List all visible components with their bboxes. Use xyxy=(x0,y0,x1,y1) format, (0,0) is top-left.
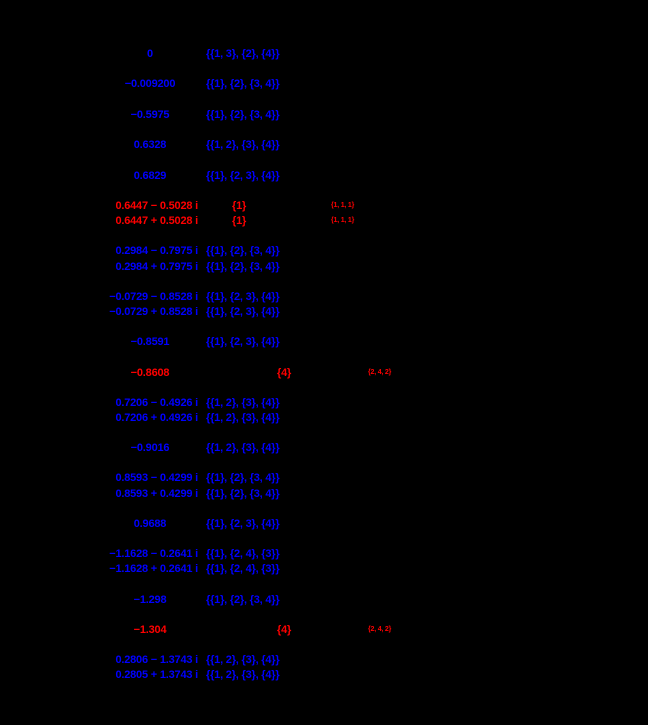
eigenvalue: −1.304 xyxy=(133,624,167,636)
eigenvalue: 0.7206 + 0.4926 i xyxy=(115,412,198,424)
partition: {{1, 2}, {3}, {4}} xyxy=(206,669,280,681)
partition: {1} xyxy=(232,215,247,227)
partition: {4} xyxy=(277,624,292,636)
partition: {{1}, {2, 3}, {4}} xyxy=(206,306,280,318)
partition: {{1}, {2}, {3, 4}} xyxy=(206,78,280,90)
eigenvalue: −0.8591 xyxy=(130,336,170,348)
partition: {{1, 2}, {3}, {4}} xyxy=(206,412,280,424)
eigenvalue: 0.2805 + 1.3743 i xyxy=(115,669,198,681)
eigenvalue: −1.298 xyxy=(133,594,167,606)
eigenvalue: −1.1628 − 0.2641 i xyxy=(109,548,198,560)
eigenvalue: 0.6829 xyxy=(133,170,167,182)
eigenvalue: 0.7206 − 0.4926 i xyxy=(115,397,198,409)
eigenvalue: −0.5975 xyxy=(130,109,170,121)
multiplicity-tag: {1, 1, 1} xyxy=(331,217,355,224)
partition: {{1}, {2, 4}, {3}} xyxy=(206,548,280,560)
eigenvalue: 0.6328 xyxy=(133,139,167,151)
eigenvalue: −1.1628 + 0.2641 i xyxy=(109,563,198,575)
partition: {{1}, {2, 4}, {3}} xyxy=(206,563,280,575)
eigenvalue: 0.9688 xyxy=(133,518,167,530)
partition: {{1, 2}, {3}, {4}} xyxy=(206,139,280,151)
eigenvalue: 0.2984 + 0.7975 i xyxy=(115,261,198,273)
eigenvalue: −0.9016 xyxy=(130,442,170,454)
multiplicity-tag: {2, 4, 2} xyxy=(368,626,392,633)
partition: {4} xyxy=(277,367,292,379)
multiplicity-tag: {1, 1, 1} xyxy=(331,202,355,209)
eigenvalue: −0.0729 − 0.8528 i xyxy=(109,291,198,303)
eigenvalue: 0.2806 − 1.3743 i xyxy=(115,654,198,666)
partition: {{1}, {2}, {3, 4}} xyxy=(206,594,280,606)
partition: {{1}, {2, 3}, {4}} xyxy=(206,336,280,348)
partition: {{1}, {2}, {3, 4}} xyxy=(206,488,280,500)
partition: {{1}, {2}, {3, 4}} xyxy=(206,109,280,121)
partition: {{1}, {2, 3}, {4}} xyxy=(206,518,280,530)
multiplicity-tag: {2, 4, 2} xyxy=(368,369,392,376)
eigenvalue: −0.009200 xyxy=(124,78,176,90)
partition: {{1, 2}, {3}, {4}} xyxy=(206,397,280,409)
partition: {{1}, {2, 3}, {4}} xyxy=(206,291,280,303)
partition: {{1}, {2, 3}, {4}} xyxy=(206,170,280,182)
partition: {{1, 2}, {3}, {4}} xyxy=(206,654,280,666)
partition: {{1, 2}, {3}, {4}} xyxy=(206,442,280,454)
partition: {{1}, {2}, {3, 4}} xyxy=(206,472,280,484)
eigenvalue: 0.8593 + 0.4299 i xyxy=(115,488,198,500)
partition: {1} xyxy=(232,200,247,212)
eigenvalue: 0 xyxy=(147,48,153,60)
eigenvalue: 0.2984 − 0.7975 i xyxy=(115,245,198,257)
eigenvalue: 0.6447 + 0.5028 i xyxy=(115,215,198,227)
eigenvalue: −0.8608 xyxy=(130,367,170,379)
eigenvalue: 0.8593 − 0.4299 i xyxy=(115,472,198,484)
partition: {{1}, {2}, {3, 4}} xyxy=(206,261,280,273)
eigenvalue: −0.0729 + 0.8528 i xyxy=(109,306,198,318)
partition: {{1}, {2}, {3, 4}} xyxy=(206,245,280,257)
partition: {{1, 3}, {2}, {4}} xyxy=(206,48,280,60)
eigenvalue: 0.6447 − 0.5028 i xyxy=(115,200,198,212)
